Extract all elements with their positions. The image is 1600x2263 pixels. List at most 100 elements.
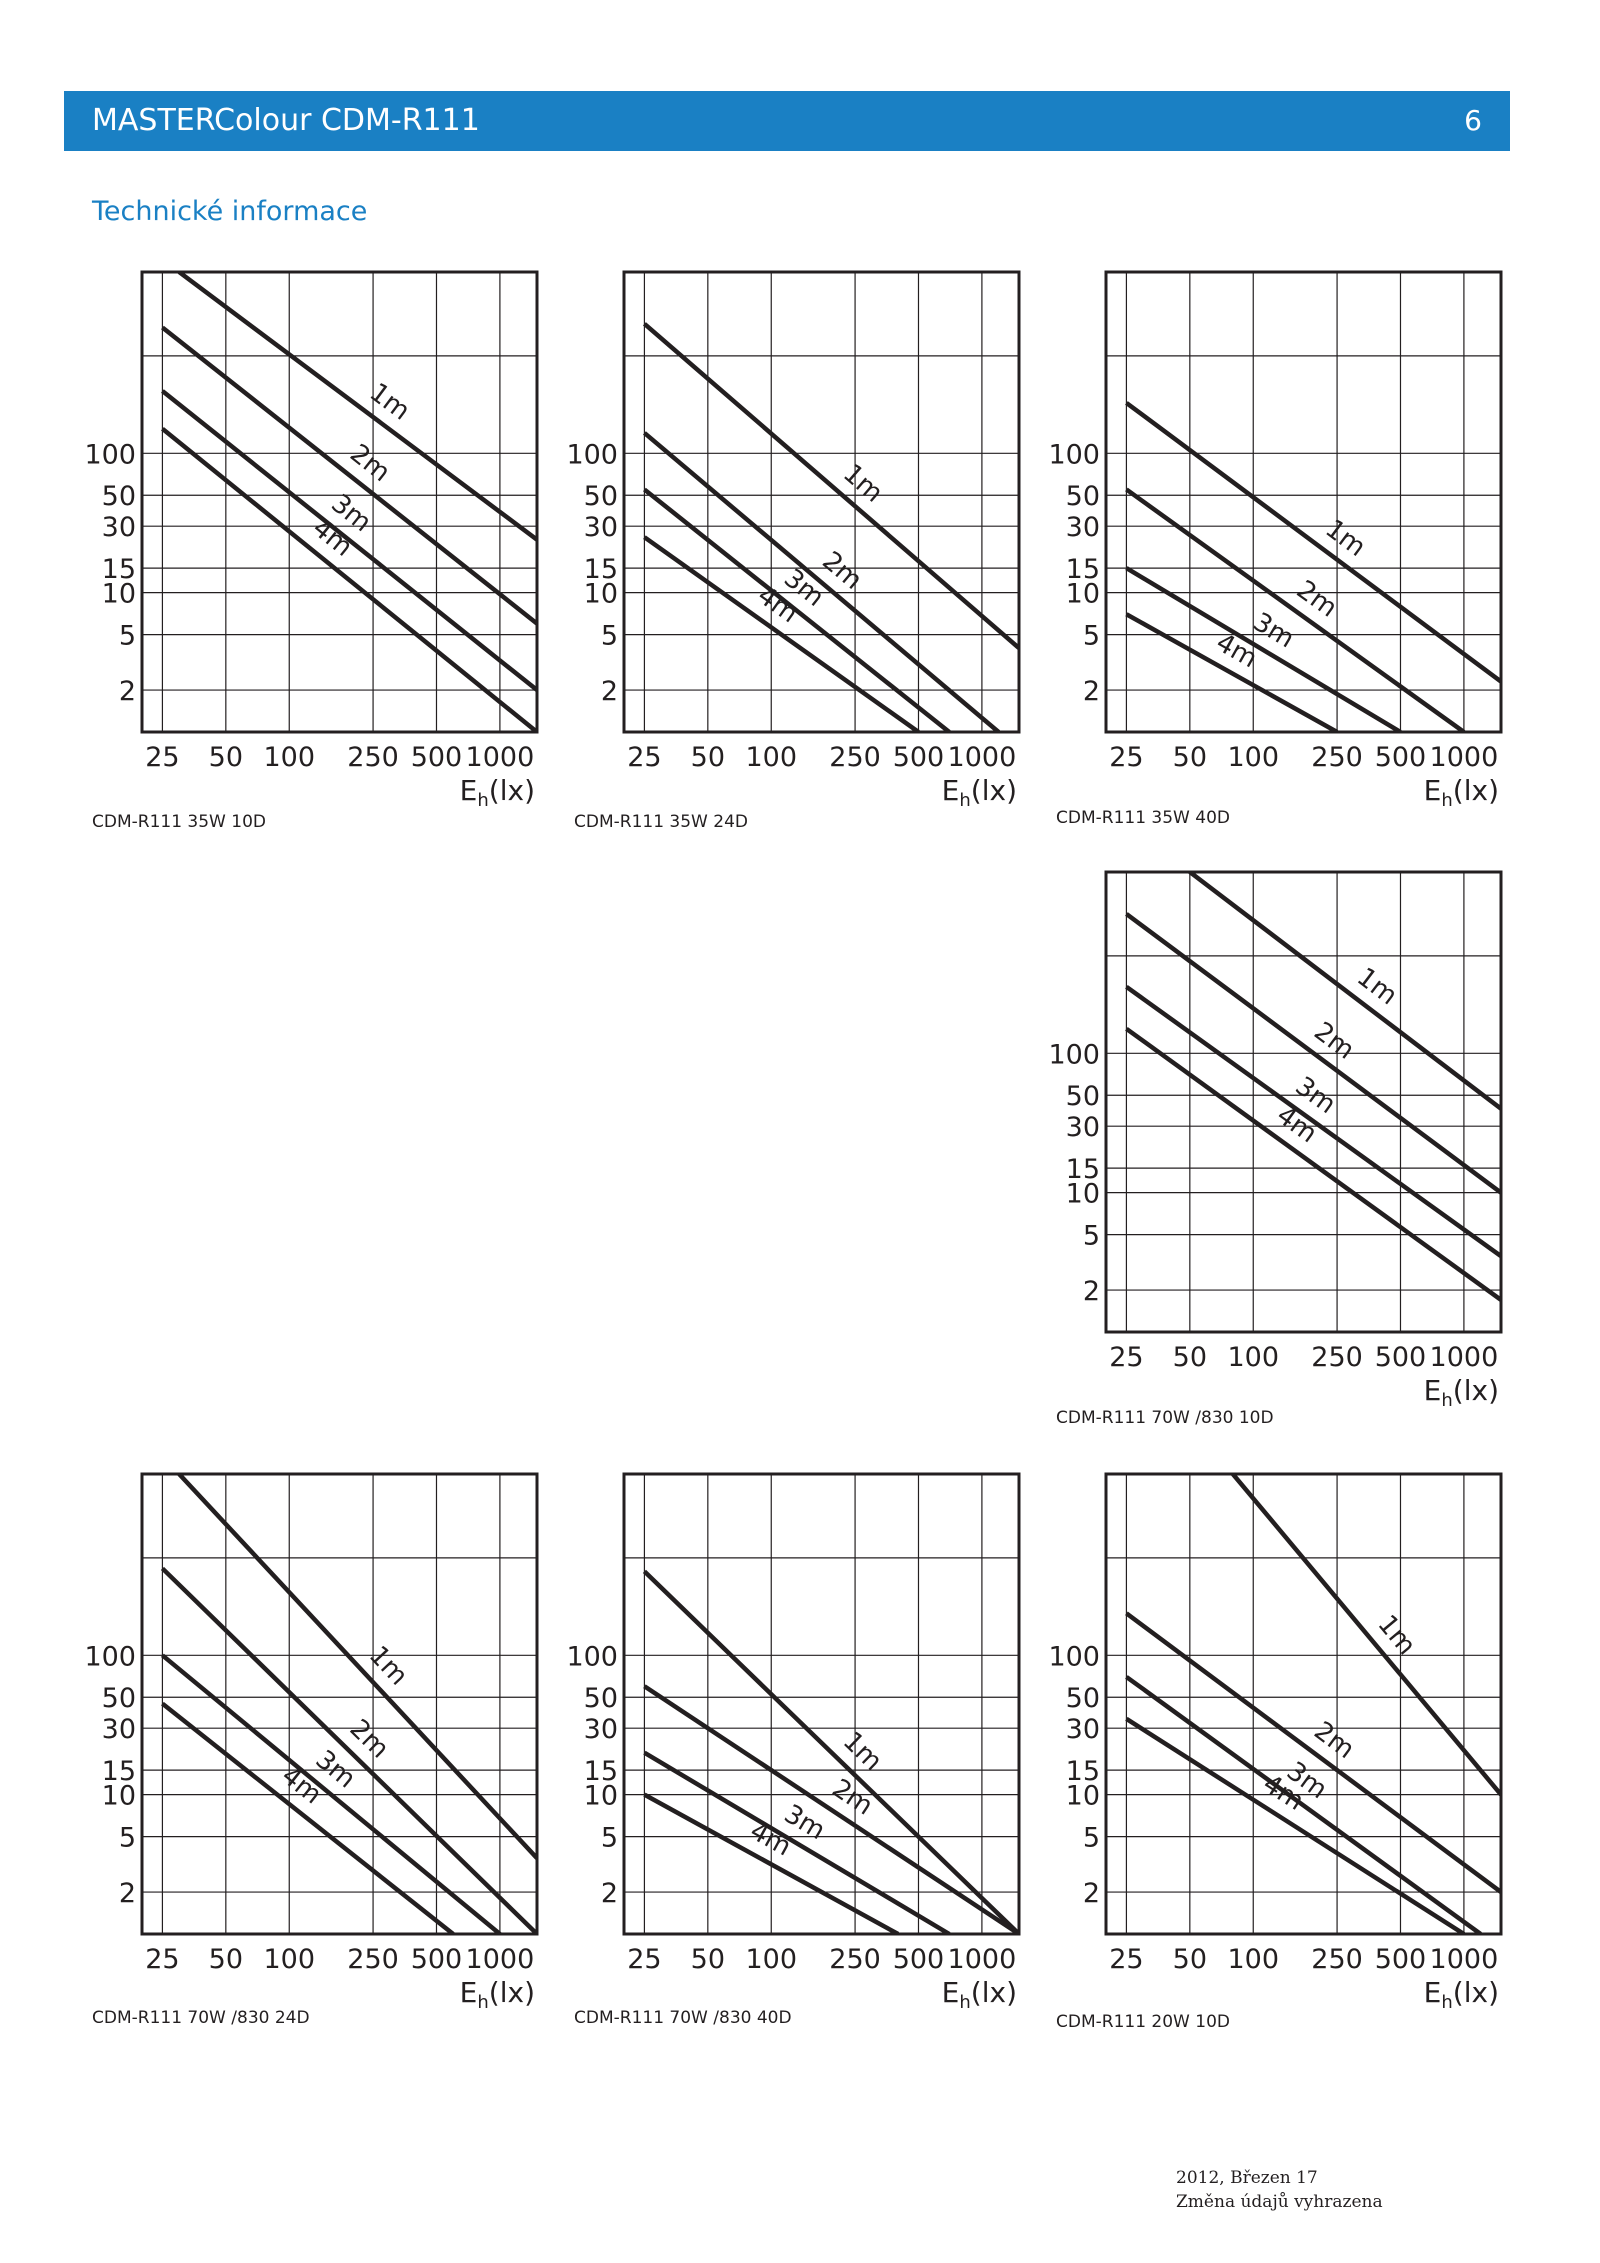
x-tick-label: 50 xyxy=(691,1944,725,1975)
y-tick-label: 2 xyxy=(1083,1878,1100,1909)
series-label-1m: 1m xyxy=(363,1640,413,1691)
caption-70w-830-10d: CDM-R111 70W /830 10D xyxy=(1056,1408,1274,1428)
x-tick-label: 250 xyxy=(1311,1342,1363,1373)
series-label-1m: 1m xyxy=(1372,1610,1422,1661)
caption-20w-10d: CDM-R111 20W 10D xyxy=(1056,2012,1230,2032)
series-label-2m: 2m xyxy=(1308,1716,1360,1765)
x-tick-label: 100 xyxy=(263,1944,315,1975)
caption-35w-24d: CDM-R111 35W 24D xyxy=(574,812,748,832)
y-tick-label: 10 xyxy=(584,1781,618,1812)
footer-note: Změna údajů vyhrazena xyxy=(1176,2192,1383,2212)
series-label-2m: 2m xyxy=(344,439,395,488)
series-label-2m: 2m xyxy=(344,1714,395,1765)
x-tick-label: 100 xyxy=(745,742,797,773)
caption-35w-40d: CDM-R111 35W 40D xyxy=(1056,808,1230,828)
y-tick-label: 15 xyxy=(1066,1756,1100,1787)
chart-70w-830-40d: 1m 2m 3m 4m 100 50 30 15 10 5 2 25 50 100 250 500 1000 Eh… xyxy=(566,1472,1042,2013)
series-line-1m xyxy=(177,1474,537,1860)
x-tick-label: 50 xyxy=(1173,1944,1207,1975)
x-tick-label: 25 xyxy=(1109,1944,1143,1975)
y-tick-label: 5 xyxy=(119,1823,136,1854)
x-tick-label: 250 xyxy=(829,1944,881,1975)
x-tick-label: 1000 xyxy=(1430,1944,1499,1975)
series-line-2m xyxy=(643,1684,1019,1934)
series-line-3m xyxy=(1125,1675,1482,1934)
footer-date: 2012, Březen 17 xyxy=(1176,2168,1318,2188)
plot-frame xyxy=(1104,1472,1503,1936)
series-line-4m xyxy=(1125,1026,1501,1302)
x-tick-label: 50 xyxy=(1173,742,1207,773)
y-tick-label: 100 xyxy=(1048,1641,1100,1672)
y-tick-label: 2 xyxy=(1083,1276,1100,1307)
y-tick-label: 50 xyxy=(102,1683,136,1714)
y-tick-label: 30 xyxy=(584,512,618,543)
chart-35w-10d: 1m 2m 3m 4m 100 50 30 15 10 5 2 25 50 100 250 500 1000 Eh… xyxy=(84,270,550,811)
x-axis-label: Eh(lx) xyxy=(460,1976,535,2013)
x-tick-label: 250 xyxy=(347,1944,399,1975)
y-tick-label: 2 xyxy=(601,676,618,707)
series-line-1m xyxy=(1125,401,1501,684)
series-line-4m xyxy=(643,535,920,732)
series-label-2m: 2m xyxy=(1291,575,1343,624)
chart-70w-830-10d: 1m 2m 3m 4m 100 50 30 15 10 5 2 25 50 100 250 500 1000 Eh… xyxy=(1048,870,1524,1411)
plot-frame xyxy=(140,270,539,734)
caption-70w-830-24d: CDM-R111 70W /830 24D xyxy=(92,2008,310,2028)
x-tick-label: 25 xyxy=(145,742,179,773)
y-tick-label: 10 xyxy=(1066,1179,1100,1210)
series-label-1m: 1m xyxy=(1351,962,1402,1011)
series-line-2m xyxy=(160,1566,537,1934)
header-bar: MASTERColour CDM-R111 6 xyxy=(64,91,1510,151)
x-tick-label: 250 xyxy=(347,742,399,773)
series-line-2m xyxy=(1125,487,1466,732)
caption-35w-10d: CDM-R111 35W 10D xyxy=(92,812,266,832)
y-tick-label: 50 xyxy=(1066,1683,1100,1714)
series-line-4m xyxy=(161,1701,455,1934)
x-axis-label: Eh(lx) xyxy=(942,774,1017,811)
series-line-3m xyxy=(643,1750,951,1934)
x-axis-label: Eh(lx) xyxy=(1424,1374,1499,1411)
caption-70w-830-40d: CDM-R111 70W /830 40D xyxy=(574,2008,792,2028)
x-tick-label: 250 xyxy=(829,742,881,773)
x-tick-label: 500 xyxy=(893,1944,945,1975)
series-label-1m: 1m xyxy=(1320,514,1372,563)
y-tick-label: 30 xyxy=(102,1714,136,1745)
x-tick-label: 500 xyxy=(1375,1342,1427,1373)
x-tick-label: 1000 xyxy=(466,1944,535,1975)
section-title: Technické informace xyxy=(92,196,368,227)
chart-35w-24d: 1m 2m 3m 4m 100 50 30 15 10 5 2 25 50 100 250 500 1000 Eh… xyxy=(566,270,1032,811)
chart-35w-40d: 1m 2m 3m 4m 100 50 30 15 10 5 2 25 50 100 250 500 1000 Eh… xyxy=(1048,270,1524,811)
x-tick-label: 500 xyxy=(893,742,945,773)
y-tick-label: 5 xyxy=(601,621,618,652)
series-label-2m: 2m xyxy=(1308,1016,1360,1065)
y-tick-label: 100 xyxy=(84,1641,136,1672)
x-tick-label: 1000 xyxy=(1430,742,1499,773)
x-tick-label: 100 xyxy=(1227,1342,1279,1373)
x-tick-label: 50 xyxy=(1173,1342,1207,1373)
document-title: MASTERColour CDM-R111 xyxy=(92,103,480,138)
y-tick-label: 10 xyxy=(584,579,618,610)
y-tick-label: 10 xyxy=(102,579,136,610)
x-tick-label: 25 xyxy=(627,742,661,773)
y-tick-label: 15 xyxy=(584,554,618,585)
x-axis-label: Eh(lx) xyxy=(1424,774,1499,811)
y-tick-label: 15 xyxy=(1066,554,1100,585)
y-tick-label: 30 xyxy=(1066,512,1100,543)
x-tick-label: 250 xyxy=(1311,1944,1363,1975)
series-line-2m xyxy=(642,431,1001,732)
series-line-3m xyxy=(161,389,537,692)
y-tick-label: 5 xyxy=(601,1823,618,1854)
y-tick-label: 5 xyxy=(1083,621,1100,652)
plot-frame xyxy=(622,1472,1021,1936)
x-axis-label: Eh(lx) xyxy=(1424,1976,1499,2013)
y-tick-label: 50 xyxy=(1066,481,1100,512)
y-tick-label: 50 xyxy=(584,1683,618,1714)
y-tick-label: 100 xyxy=(84,439,136,470)
x-tick-label: 1000 xyxy=(948,742,1017,773)
y-tick-label: 50 xyxy=(102,481,136,512)
y-tick-label: 100 xyxy=(1048,1039,1100,1070)
y-tick-label: 100 xyxy=(566,439,618,470)
y-tick-label: 15 xyxy=(102,554,136,585)
y-tick-label: 15 xyxy=(584,1756,618,1787)
x-tick-label: 500 xyxy=(411,1944,463,1975)
series-label-1m: 1m xyxy=(364,377,416,426)
